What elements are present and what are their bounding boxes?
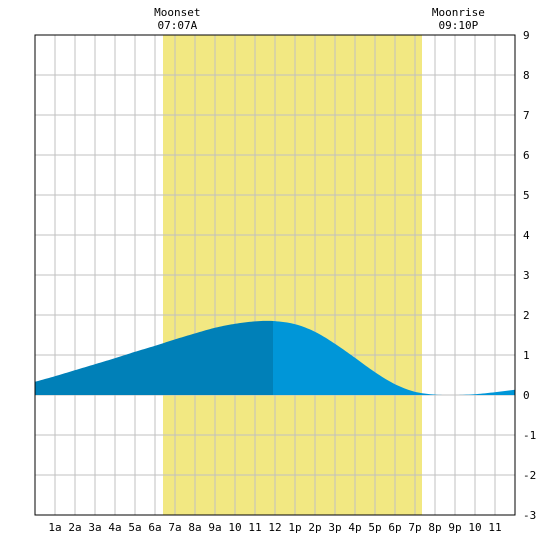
y-tick-label: -3 <box>523 509 536 522</box>
x-tick-label: 12 <box>268 521 281 534</box>
x-tick-label: 9p <box>448 521 461 534</box>
moon-event-label: Moonrise <box>432 6 485 19</box>
y-tick-label: 8 <box>523 69 530 82</box>
x-tick-label: 1a <box>48 521 61 534</box>
y-tick-label: -2 <box>523 469 536 482</box>
x-tick-label: 9a <box>208 521 221 534</box>
moon-event-time: 07:07A <box>157 19 197 32</box>
plot-frame <box>34 34 516 516</box>
x-tick-label: 3p <box>328 521 341 534</box>
y-tick-label: -1 <box>523 429 536 442</box>
grid-layer <box>35 34 515 516</box>
y-tick-label: 2 <box>523 309 530 322</box>
x-tick-label: 8p <box>428 521 441 534</box>
x-tick-label: 11 <box>248 521 261 534</box>
x-tick-label: 10 <box>468 521 481 534</box>
y-tick-label: 5 <box>523 189 530 202</box>
x-tick-label: 7a <box>168 521 181 534</box>
moon-event-label: Moonset <box>154 6 200 19</box>
y-tick-label: 1 <box>523 349 530 362</box>
tide-area-layer <box>35 320 515 396</box>
x-tick-label: 4p <box>348 521 361 534</box>
x-tick-label: 4a <box>108 521 121 534</box>
y-tick-label: 4 <box>523 229 530 242</box>
axes-layer <box>34 34 516 516</box>
y-tick-label: 7 <box>523 109 530 122</box>
tide-area-falling <box>273 321 515 396</box>
x-tick-label: 7p <box>408 521 421 534</box>
x-tick-label: 2p <box>308 521 321 534</box>
x-tick-label: 2a <box>68 521 81 534</box>
y-tick-label: 3 <box>523 269 530 282</box>
x-tick-label: 11 <box>488 521 501 534</box>
y-tick-label: 6 <box>523 149 530 162</box>
x-tick-label: 6a <box>148 521 161 534</box>
tide-area-rising <box>35 320 273 395</box>
y-tick-label: 0 <box>523 389 530 402</box>
x-tick-label: 1p <box>288 521 301 534</box>
x-tick-label: 6p <box>388 521 401 534</box>
x-tick-label: 8a <box>188 521 201 534</box>
x-tick-label: 3a <box>88 521 101 534</box>
y-tick-label: 9 <box>523 29 530 42</box>
moon-event-time: 09:10P <box>438 19 478 32</box>
x-tick-label: 5a <box>128 521 141 534</box>
x-tick-label: 10 <box>228 521 241 534</box>
x-tick-label: 5p <box>368 521 381 534</box>
